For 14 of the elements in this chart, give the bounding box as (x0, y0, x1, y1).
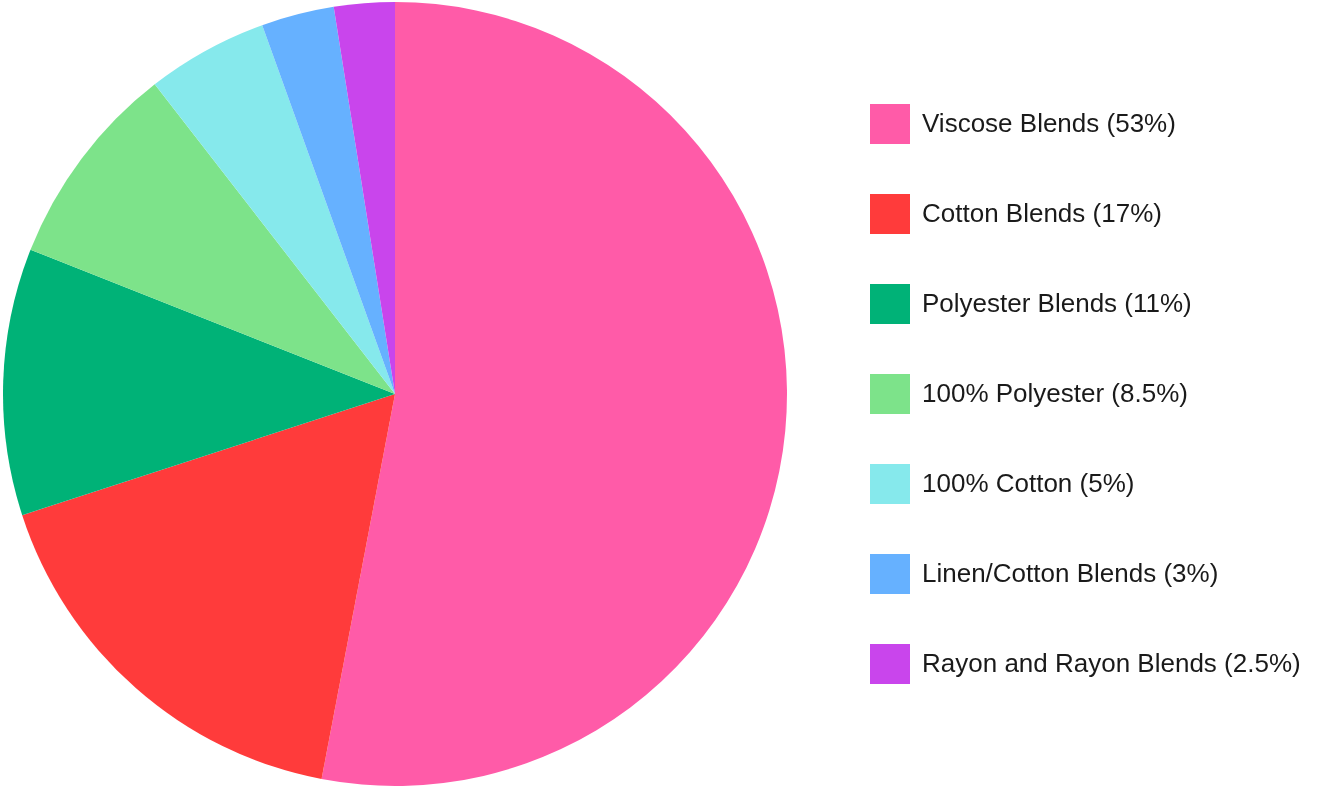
pie-slice (262, 6, 395, 394)
legend-label: 100% Cotton (5%) (922, 468, 1135, 498)
pie-slice (3, 249, 395, 516)
pie-slice (30, 84, 395, 394)
legend-label: Viscose Blends (53%) (922, 108, 1176, 138)
pie-slice (321, 2, 787, 786)
legend-label: 100% Polyester (8.5%) (922, 378, 1188, 408)
pie-slice (154, 25, 395, 394)
legend-label: Rayon and Rayon Blends (2.5%) (922, 648, 1301, 678)
pie-slice (333, 2, 395, 394)
legend-label: Polyester Blends (11%) (922, 288, 1192, 318)
legend-label: Linen/Cotton Blends (3%) (922, 558, 1219, 588)
pie-slice (22, 394, 395, 780)
legend-label: Cotton Blends (17%) (922, 198, 1162, 228)
